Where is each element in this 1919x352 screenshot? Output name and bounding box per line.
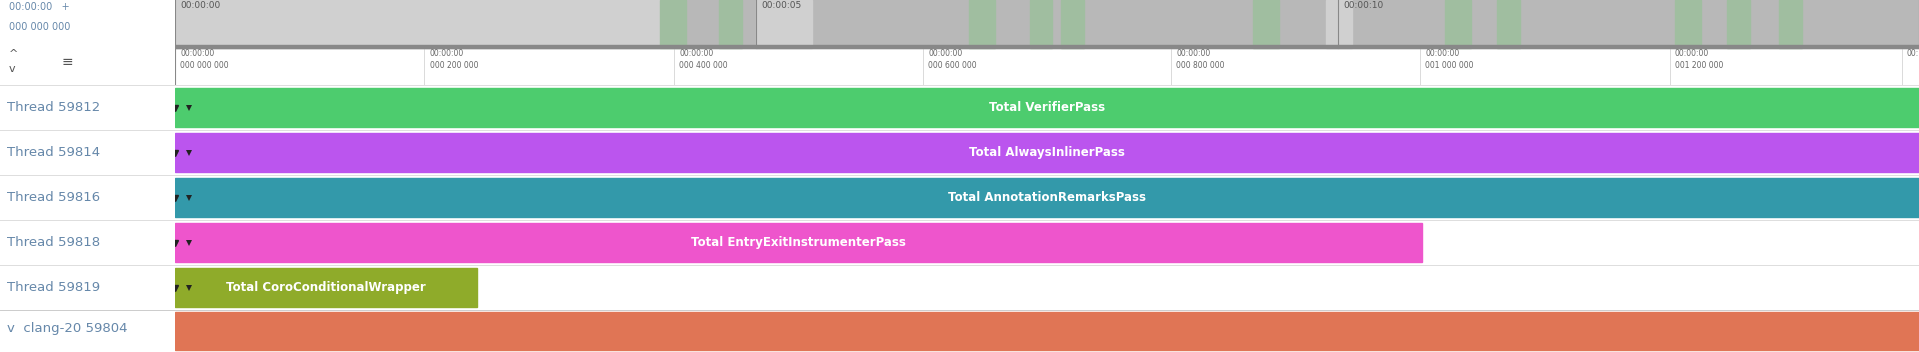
Text: Total VerifierPass: Total VerifierPass [988, 101, 1105, 114]
Text: Thread 59819: Thread 59819 [8, 281, 100, 294]
Text: v  clang-20 59804: v clang-20 59804 [8, 322, 127, 335]
Text: 00:00:00
001 000 000: 00:00:00 001 000 000 [1426, 49, 1474, 69]
Bar [1497, 0, 1520, 48]
Text: Total AnnotationRemarksPass: Total AnnotationRemarksPass [948, 191, 1146, 204]
Text: Thread 59816: Thread 59816 [8, 191, 100, 204]
Text: 00:00:00
000 200 000: 00:00:00 000 200 000 [430, 49, 478, 69]
Text: 00:00:00
000 400 000: 00:00:00 000 400 000 [679, 49, 727, 69]
Bar [1031, 0, 1052, 48]
Bar [969, 0, 994, 48]
Bar [175, 45, 1919, 48]
Text: Total EntryExitInstrumenterPass: Total EntryExitInstrumenterPass [691, 236, 906, 249]
Bar [175, 0, 1919, 48]
Bar [720, 0, 743, 48]
Bar [1675, 0, 1700, 48]
Bar [1326, 0, 1353, 48]
Bar [175, 223, 1422, 262]
Text: 00:00:00
000 000 000: 00:00:00 000 000 000 [180, 49, 228, 69]
Bar [175, 178, 1919, 217]
Bar [660, 0, 685, 48]
Bar [175, 0, 660, 48]
Text: Thread 59812: Thread 59812 [8, 101, 100, 114]
Bar [756, 0, 812, 48]
Bar [1727, 0, 1750, 48]
Text: 000 000 000: 000 000 000 [10, 22, 71, 32]
Bar [1445, 0, 1470, 48]
Text: v: v [10, 64, 15, 74]
Text: Thread 59814: Thread 59814 [8, 146, 100, 159]
Bar [1779, 0, 1802, 48]
Bar [175, 88, 1919, 127]
Text: 00:00:00
000 800 000: 00:00:00 000 800 000 [1176, 49, 1224, 69]
Text: Thread 59818: Thread 59818 [8, 236, 100, 249]
Text: Total CoroConditionalWrapper: Total CoroConditionalWrapper [226, 281, 426, 294]
Bar [175, 133, 1919, 172]
Bar [1061, 0, 1084, 48]
Text: 00:: 00: [1907, 49, 1919, 58]
Text: 00:00:00: 00:00:00 [180, 1, 221, 10]
Text: Total AlwaysInlinerPass: Total AlwaysInlinerPass [969, 146, 1125, 159]
Text: ≡: ≡ [61, 55, 73, 69]
Text: 00:00:00
000 600 000: 00:00:00 000 600 000 [929, 49, 977, 69]
Text: 00:00:05: 00:00:05 [762, 1, 802, 10]
Text: 00:00:00   +: 00:00:00 + [10, 2, 69, 12]
Text: ^: ^ [10, 49, 17, 59]
Bar [1253, 0, 1278, 48]
Text: 00:00:10: 00:00:10 [1343, 1, 1384, 10]
Text: 00:00:00
001 200 000: 00:00:00 001 200 000 [1675, 49, 1723, 69]
Bar [175, 268, 476, 307]
